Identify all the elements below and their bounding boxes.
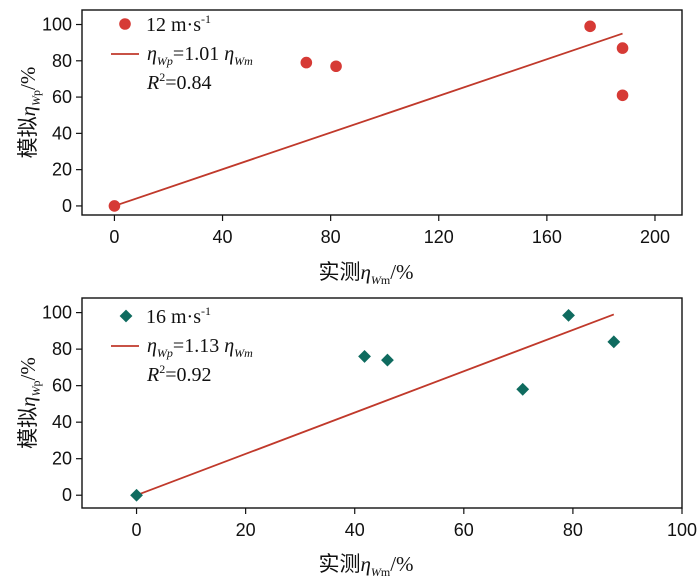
x-axis-label-sub-main: W — [371, 565, 382, 579]
y-tick-label-0: 0 — [62, 196, 72, 216]
x-tick-label-100: 100 — [667, 520, 697, 540]
y-axis-label-prefix: 模拟 — [16, 116, 40, 158]
y-tick-label-40: 40 — [52, 412, 72, 432]
x-tick-label-40: 40 — [345, 520, 365, 540]
legend-marker — [119, 18, 131, 30]
x-tick-label-200: 200 — [640, 227, 670, 247]
y-tick-label-40: 40 — [52, 123, 72, 143]
y-tick-label-20: 20 — [52, 160, 72, 180]
legend-r2-value: =0.84 — [165, 72, 211, 94]
legend-fit-equation: ηWp=1.01 ηWm — [147, 43, 253, 68]
x-tick-label-0: 0 — [109, 227, 119, 247]
legend-fit-sub-p: Wp — [157, 54, 173, 68]
data-point-2 — [358, 350, 371, 363]
legend-fit-symbol: η — [147, 43, 157, 65]
x-tick-label-40: 40 — [213, 227, 233, 247]
legend-fit-coef: =1.13 — [173, 335, 224, 357]
y-axis-label-sub-main: W — [29, 95, 43, 106]
x-tick-label-80: 80 — [321, 227, 341, 247]
legend-series-label: 12 m·s-1 — [146, 12, 211, 36]
legend-fit-symbol2: η — [224, 335, 234, 357]
fit-line — [114, 32, 623, 207]
y-axis-label-prefix: 模拟 — [16, 407, 40, 449]
data-point-2 — [300, 56, 313, 69]
legend-fit-symbol2: η — [224, 43, 234, 65]
legend-series-sup: -1 — [201, 304, 211, 318]
x-axis-label-suffix: /% — [390, 552, 413, 576]
x-axis-label-sub-main: W — [371, 273, 382, 287]
x-tick-label-80: 80 — [563, 520, 583, 540]
legend-marker — [119, 309, 133, 323]
y-tick-label-20: 20 — [52, 449, 72, 469]
legend-series-label: 16 m·s-1 — [146, 304, 211, 328]
x-axis-label-prefix: 实测 — [318, 260, 360, 284]
x-axis-label-symbol: η — [360, 552, 370, 576]
y-axis-label: 模拟ηWp/% — [16, 357, 43, 449]
y-axis-label-sub-tail: p — [29, 90, 43, 96]
legend-r2-label: R — [146, 72, 159, 94]
legend-fit-coef: =1.01 — [173, 43, 224, 65]
legend-r2-sup: 2 — [159, 362, 165, 376]
data-point-5 — [616, 42, 629, 54]
legend-fit-sub-p: Wp — [157, 346, 173, 360]
data-point-4 — [584, 20, 596, 33]
fit-line — [136, 313, 615, 497]
y-axis-label: 模拟ηWp/% — [16, 67, 43, 159]
chart-1-frame — [81, 9, 683, 216]
data-point-5 — [562, 308, 575, 322]
y-tick-label-80: 80 — [52, 51, 72, 71]
legend-r2: R2=0.84 — [146, 70, 212, 94]
data-point-4 — [516, 382, 530, 396]
x-axis-label: 实测ηWm/% — [318, 260, 413, 287]
x-tick-label-60: 60 — [454, 520, 474, 540]
data-point-6 — [607, 335, 621, 349]
x-tick-label-160: 160 — [532, 227, 562, 247]
legend-r2-label: R — [146, 364, 159, 386]
y-tick-label-60: 60 — [52, 376, 72, 396]
x-tick-label-20: 20 — [236, 520, 256, 540]
y-axis-label-suffix: /% — [16, 357, 40, 380]
x-axis-label-prefix: 实测 — [318, 552, 360, 576]
data-point-3 — [381, 353, 394, 367]
legend-fit-symbol: η — [147, 335, 157, 357]
data-point-3 — [330, 60, 342, 73]
y-axis-label-symbol: η — [16, 106, 40, 116]
x-tick-label-0: 0 — [132, 520, 142, 540]
legend-series-main: 16 m·s — [146, 306, 201, 328]
legend-r2: R2=0.92 — [146, 362, 212, 386]
y-axis-label-sub-tail: p — [29, 380, 43, 386]
x-axis-label-sub-tail: m — [381, 565, 391, 579]
y-tick-label-100: 100 — [42, 15, 72, 35]
legend-fit-equation: ηWp=1.13 ηWm — [147, 335, 253, 360]
x-axis-label-suffix: /% — [390, 260, 413, 284]
legend-fit-sub-m: Wm — [234, 346, 253, 360]
x-axis-label-symbol: η — [360, 260, 370, 284]
y-axis-label-sub-main: W — [29, 385, 43, 396]
y-tick-label-100: 100 — [42, 303, 72, 323]
legend-fit-sub-m: Wm — [234, 54, 253, 68]
data-point-1 — [130, 488, 143, 502]
x-axis-label-sub-tail: m — [381, 273, 391, 287]
legend-series-sup: -1 — [201, 12, 211, 26]
legend-r2-value: =0.92 — [165, 364, 211, 386]
data-point-1 — [108, 200, 121, 212]
x-axis-label: 实测ηWm/% — [318, 552, 413, 579]
y-axis-label-symbol: η — [16, 396, 40, 406]
data-point-6 — [616, 89, 629, 102]
x-tick-label-120: 120 — [424, 227, 454, 247]
y-tick-label-80: 80 — [52, 339, 72, 359]
y-tick-label-60: 60 — [52, 87, 72, 107]
chart-2-frame — [81, 297, 683, 509]
legend-r2-sup: 2 — [159, 70, 165, 84]
y-axis-label-suffix: /% — [16, 67, 40, 90]
legend-series-main: 12 m·s — [146, 14, 201, 36]
y-tick-label-0: 0 — [62, 485, 72, 505]
